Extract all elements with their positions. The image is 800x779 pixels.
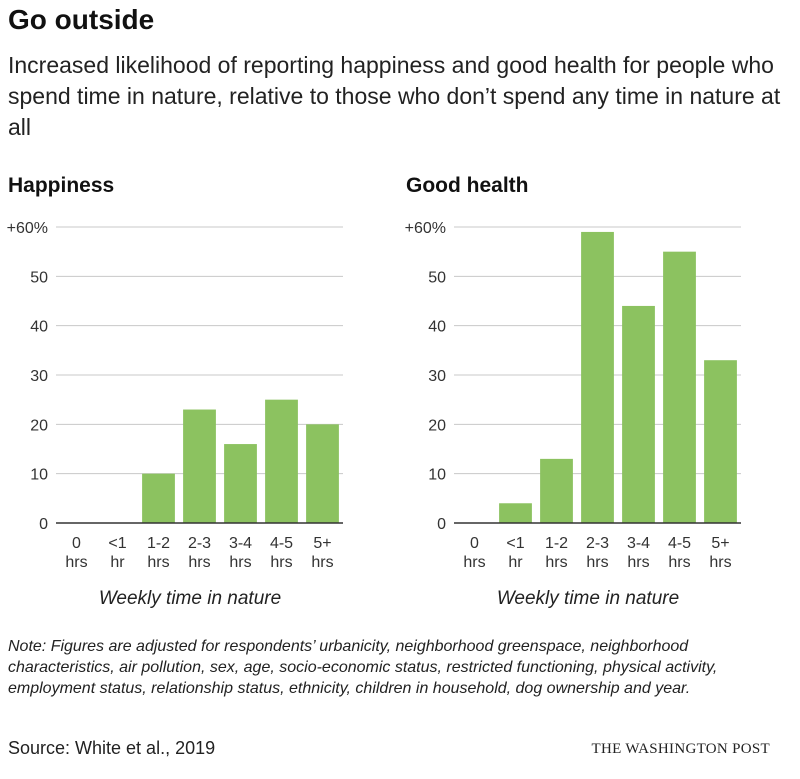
good-health-x-axis-label: Weekly time in nature: [496, 588, 680, 609]
good-health-y-tick-label: +60%: [405, 220, 446, 237]
good-health-chart: Good health 0 10 20 30 40 50 +60% 0 hrs <1 hr 1-2 hr…: [398, 174, 778, 614]
chart-subtitle: Increased likelihood of reporting happin…: [8, 52, 781, 140]
happiness-chart-title: Happiness: [8, 174, 115, 197]
good-health-bar: [622, 305, 655, 523]
happiness-x-tick-label: 0 hrs: [65, 535, 87, 571]
happiness-y-tick-label: 0: [39, 516, 48, 533]
good-health-bar: [499, 503, 532, 523]
good-health-y-tick-label: 20: [428, 417, 446, 434]
publisher-credit: THE WASHINGTON POST: [591, 741, 770, 757]
happiness-x-tick-label: 4-5 hrs: [270, 535, 293, 571]
happiness-chart-plot: 0 10 20 30 40 50 +60% 0 hrs <1 hr 1-2 hrs 2-3 hrs 3-4 hr…: [7, 220, 343, 571]
happiness-y-tick-label: 30: [30, 368, 48, 385]
happiness-y-tick-label: 50: [30, 269, 48, 286]
good-health-y-tick-label: 0: [437, 516, 446, 533]
happiness-x-tick-label: 3-4 hrs: [229, 535, 252, 571]
good-health-x-tick-label: <1 hr: [506, 535, 524, 571]
happiness-x-tick-label: 1-2 hrs: [147, 535, 170, 571]
happiness-bar: [183, 409, 216, 523]
happiness-y-tick-label: 10: [30, 467, 48, 484]
happiness-chart: Happiness 0 10 20 30 40 50 +60% 0 hrs <1 hr 1-2 hrs 2…: [0, 174, 380, 614]
good-health-x-tick-label: 0 hrs: [463, 535, 485, 571]
happiness-x-tick-label: 5+ hrs: [311, 535, 333, 571]
good-health-bar: [581, 231, 614, 523]
happiness-x-tick-label: 2-3 hrs: [188, 535, 211, 571]
source-credit: Source: White et al., 2019: [8, 738, 216, 758]
happiness-x-tick-label: <1 hr: [108, 535, 126, 571]
happiness-y-tick-label: 40: [30, 319, 48, 336]
good-health-y-tick-label: 50: [428, 269, 446, 286]
good-health-bar: [663, 251, 696, 523]
happiness-bar: [224, 444, 257, 523]
good-health-x-tick-label: 5+ hrs: [709, 535, 731, 571]
happiness-bar: [265, 399, 298, 523]
good-health-x-tick-label: 2-3 hrs: [586, 535, 609, 571]
good-health-x-tick-label: 3-4 hrs: [627, 535, 650, 571]
good-health-chart-plot: 0 10 20 30 40 50 +60% 0 hrs <1 hr 1-2 hrs 2-3 hrs 3-4 hr…: [405, 220, 741, 571]
happiness-bar: [142, 473, 175, 523]
good-health-y-tick-label: 30: [428, 368, 446, 385]
happiness-y-tick-label: +60%: [7, 220, 48, 237]
good-health-x-tick-label: 1-2 hrs: [545, 535, 568, 571]
footnote: Note: Figures are adjusted for responden…: [8, 638, 718, 697]
good-health-bar: [704, 360, 737, 523]
good-health-y-tick-label: 40: [428, 319, 446, 336]
good-health-y-tick-label: 10: [428, 467, 446, 484]
good-health-x-tick-label: 4-5 hrs: [668, 535, 691, 571]
good-health-chart-title: Good health: [406, 174, 529, 197]
happiness-bar: [306, 424, 339, 523]
good-health-bar: [540, 458, 573, 523]
happiness-y-tick-label: 20: [30, 417, 48, 434]
chart-title-main: Go outside: [8, 4, 155, 35]
happiness-x-axis-label: Weekly time in nature: [98, 588, 282, 609]
